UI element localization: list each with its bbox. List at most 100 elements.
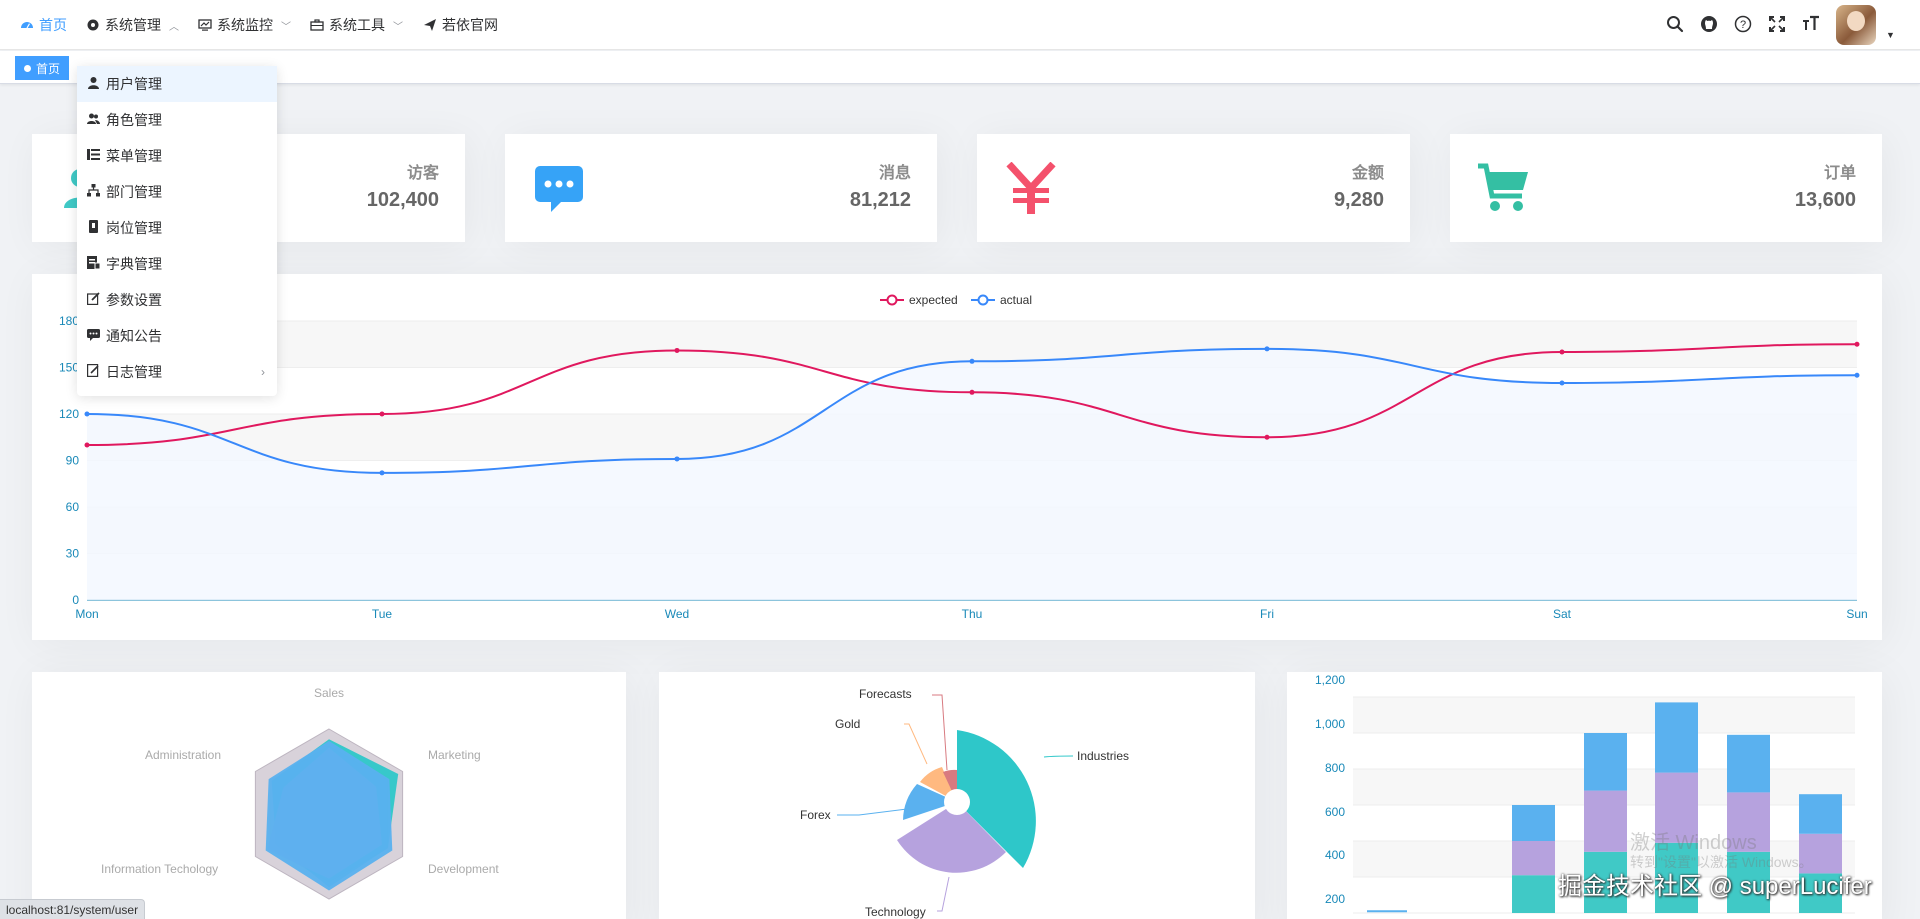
avatar[interactable]: [1836, 5, 1876, 45]
bar-segment: [1512, 841, 1555, 876]
send-icon: [423, 18, 437, 32]
bar-segment: [1799, 833, 1842, 874]
windows-activation-hint: 转到"设置"以激活 Windows。: [1630, 854, 1813, 870]
menu-item-dept[interactable]: 部门管理: [77, 174, 277, 210]
y-tick-label: 150: [59, 361, 79, 375]
tag-home[interactable]: 首页: [15, 56, 70, 80]
legend-expected[interactable]: expected: [880, 293, 958, 307]
menu-item-label: 岗位管理: [106, 220, 162, 236]
x-tick-label: Fri: [1260, 607, 1274, 621]
pie-slice-technology: [897, 802, 1006, 873]
menu-item-label: 菜单管理: [106, 148, 162, 164]
nav-item-home[interactable]: 首页: [20, 0, 67, 50]
y-tick: 800: [1324, 761, 1345, 775]
y-tick: 600: [1324, 805, 1345, 819]
point-expected: [379, 411, 385, 417]
y-tick-label: 30: [66, 547, 80, 561]
bar-segment: [1655, 772, 1698, 843]
y-tick-label: 60: [66, 500, 80, 514]
menu-item-role[interactable]: 角色管理: [77, 102, 277, 138]
menu-item-label: 参数设置: [106, 292, 162, 308]
y-tick-label: 120: [59, 407, 79, 421]
point-expected: [969, 389, 975, 395]
card-label: 订单: [1823, 165, 1856, 182]
nav-item-website[interactable]: 若依官网: [423, 0, 498, 50]
point-expected: [84, 442, 90, 448]
peoples-icon: [87, 112, 100, 128]
log-icon: [87, 364, 100, 380]
windows-activation-title: 激活 Windows: [1630, 832, 1757, 854]
card-label: 访客: [406, 165, 439, 182]
message-icon: [533, 162, 585, 214]
tags-view: 首页: [0, 51, 1920, 84]
stat-card-amount[interactable]: 金额 9,280: [977, 134, 1410, 242]
caret-down-icon[interactable]: ▼: [1886, 30, 1895, 40]
chevron-down-icon: ﹀: [281, 21, 291, 33]
bar-segment: [1584, 851, 1627, 913]
search-icon[interactable]: [1664, 13, 1686, 35]
card-value: 102,400: [366, 189, 439, 211]
y-tick: 1,000: [1314, 717, 1345, 731]
x-tick-label: Sun: [1846, 607, 1867, 621]
menu-item-log[interactable]: 日志管理 ›: [77, 354, 277, 390]
nav-item-label: 系统工具: [329, 17, 385, 33]
x-tick-label: Sat: [1553, 607, 1572, 621]
stat-card-messages[interactable]: 消息 81,212: [505, 134, 937, 242]
money-icon: [1005, 161, 1057, 214]
bar-segment: [1584, 733, 1627, 791]
menu-item-label: 部门管理: [106, 184, 162, 200]
radar-label-it: Information Techology: [101, 862, 219, 876]
point-actual: [1264, 346, 1270, 352]
bar-chart-panel: 200 400 600 800 1,000 1,200: [1287, 672, 1882, 919]
nav-item-label: 系统管理: [105, 17, 161, 33]
menu-item-config[interactable]: 参数设置: [77, 282, 277, 318]
bar-segment: [1727, 734, 1770, 793]
radar-chart-panel: Sales Marketing Development Information …: [32, 672, 626, 919]
message-icon: [87, 328, 100, 344]
card-label: 消息: [878, 165, 911, 182]
card-label: 金额: [1351, 165, 1384, 182]
point-actual: [1854, 372, 1860, 378]
dashboard-icon: [20, 18, 34, 32]
question-icon[interactable]: ?: [1732, 13, 1754, 35]
shopping-icon: [1478, 162, 1530, 214]
menu-item-user[interactable]: 用户管理: [77, 66, 277, 102]
nav-item-system[interactable]: 系统管理 ︿: [86, 0, 179, 50]
menu-item-dict[interactable]: 字典管理: [77, 246, 277, 282]
tag-label: 首页: [36, 61, 61, 76]
chevron-up-icon: ︿: [169, 21, 179, 33]
edit-icon: [87, 292, 100, 308]
point-actual: [84, 411, 90, 417]
menu-item-menu[interactable]: 菜单管理: [77, 138, 277, 174]
stat-card-orders[interactable]: 订单 13,600: [1450, 134, 1882, 242]
point-actual: [969, 358, 975, 364]
system-dropdown-menu: 用户管理 角色管理 菜单管理 部门管理 岗位管理 字典管理 参数设置 通知公告 …: [77, 66, 277, 396]
legend-label: actual: [1000, 293, 1033, 307]
x-tick-label: Tue: [372, 607, 393, 621]
y-tick: 1,200: [1314, 673, 1345, 687]
y-tick: 400: [1324, 848, 1345, 862]
pie-label-industries: Industries: [1077, 749, 1130, 763]
x-tick-label: Thu: [962, 607, 983, 621]
tree-table-icon: [87, 148, 100, 164]
grid-band: [1353, 697, 1855, 733]
bar-segment: [1799, 873, 1842, 913]
nav-item-tools[interactable]: 系统工具 ﹀: [310, 0, 403, 50]
bar-segment: [1512, 875, 1555, 913]
menu-item-post[interactable]: 岗位管理: [77, 210, 277, 246]
point-expected: [1559, 349, 1565, 355]
y-tick-label: 90: [66, 454, 80, 468]
fullscreen-icon[interactable]: [1766, 13, 1788, 35]
menu-item-label: 角色管理: [106, 112, 162, 128]
pie-slice-forex: [903, 784, 957, 820]
top-navbar: 首页 系统管理 ︿ 系统监控 ﹀ 系统工具 ﹀ 若依官网 ?: [0, 0, 1920, 50]
radar-area-2: [265, 740, 393, 891]
font-size-icon[interactable]: [1800, 13, 1822, 35]
legend-actual[interactable]: actual: [971, 293, 1032, 307]
github-icon[interactable]: [1698, 13, 1720, 35]
menu-item-notice[interactable]: 通知公告: [77, 318, 277, 354]
y-tick-label: 0: [72, 593, 79, 607]
nav-item-monitor[interactable]: 系统监控 ﹀: [198, 0, 291, 50]
card-value: 9,280: [1333, 189, 1384, 211]
stacked-bar-chart: [1353, 696, 1855, 914]
